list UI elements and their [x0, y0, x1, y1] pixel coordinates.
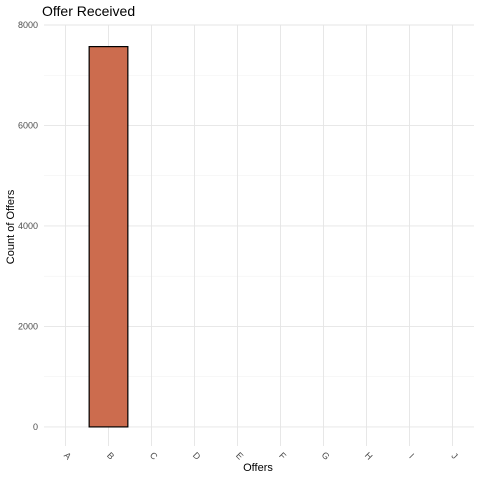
y-axis-label: Count of Offers — [5, 189, 17, 264]
y-tick-label: 4000 — [18, 221, 38, 231]
x-axis-label: Offers — [243, 462, 273, 474]
y-tick-label: 8000 — [18, 20, 38, 30]
x-tick-label: F — [277, 450, 288, 461]
x-tick-label: H — [363, 450, 375, 462]
x-tick-label: G — [320, 450, 332, 462]
y-tick-label: 2000 — [18, 321, 38, 331]
x-tick-label: E — [234, 450, 245, 461]
x-axis-ticks: A B C D E F G H I J — [62, 450, 460, 462]
bars — [88, 46, 129, 428]
y-tick-label: 6000 — [18, 120, 38, 130]
x-tick-label: D — [191, 450, 203, 462]
chart-title: Offer Received — [42, 3, 135, 19]
x-tick-label: C — [148, 450, 160, 462]
y-axis-ticks: 0 2000 4000 6000 8000 — [18, 20, 38, 432]
y-tick-label: 0 — [33, 422, 38, 432]
bar-B — [88, 46, 129, 428]
x-tick-label: I — [407, 451, 416, 460]
x-tick-label: B — [105, 450, 116, 461]
x-tick-label: A — [62, 450, 73, 461]
x-tick-label: J — [449, 451, 459, 461]
